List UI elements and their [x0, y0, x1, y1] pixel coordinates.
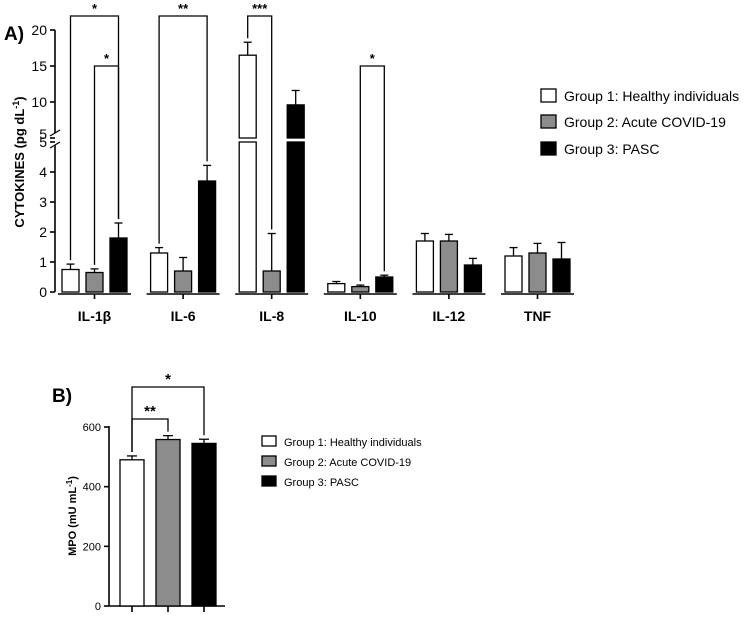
panel-a-significance-bracket-3: [158, 15, 208, 244]
panel-b-significance-bracket-2: [131, 386, 205, 452]
panel-a-bar-il-6-group-1: [149, 252, 169, 293]
panel-b-y-tick-label: 200: [83, 541, 101, 553]
panel-b-label: B): [52, 386, 72, 407]
panel-a-bar-il-8-group-3-lower: [286, 141, 305, 293]
panel-a-y-tick-label: 4: [39, 164, 47, 180]
panel-a-significance-bracket-2: [93, 65, 120, 265]
panel-a-bar-il-12-group-2: [439, 240, 459, 293]
panel-a-bar-il-12-group-1: [415, 240, 435, 293]
panel-a-category-label-il-10: IL-10: [344, 308, 377, 324]
panel-a-y-tick-label: 15: [31, 58, 47, 74]
legend-b-label-group-3: Group 3: PASC: [284, 477, 359, 489]
panel-a-category-label-il-6: IL-6: [171, 308, 196, 324]
legend-a-label-group-2: Group 2: Acute COVID-19: [564, 114, 726, 130]
panel-a-bar-il-8-group-1-lower: [238, 141, 257, 293]
panel-a-y-tick-label: 20: [31, 22, 47, 38]
panel-b-y-tick-label: 600: [83, 422, 101, 434]
panel-a-bar-tnf-group-2: [528, 252, 547, 293]
panel-a-significance-label-5: *: [370, 51, 376, 66]
panel-a-legend: Group 1: Healthy individuals Group 2: Ac…: [540, 88, 739, 157]
panel-a-bar-il-8-group-2: [262, 270, 281, 293]
panel-a-bar-tnf-group-3: [552, 258, 571, 293]
legend-b-swatch-group-2: [261, 455, 277, 467]
legend-a-label-group-1: Group 1: Healthy individuals: [564, 88, 739, 104]
panel-a-bar-il-12-group-3: [463, 264, 483, 293]
panel-a-bar-il-10-group-1: [327, 282, 346, 293]
panel-a-bar-il-6-group-3: [197, 180, 217, 293]
panel-b-legend: Group 1: Healthy individuals Group 2: Ac…: [261, 435, 422, 489]
panel-b-bar-group-3: [191, 442, 217, 607]
panel-a-category-label-il-12: IL-12: [433, 308, 466, 324]
legend-b-label-group-1: Group 1: Healthy individuals: [284, 437, 422, 449]
panel-a-category-label-tnf: TNF: [524, 308, 552, 324]
panel-a-label: A): [4, 24, 24, 45]
panel-a-axis-break-mark-lower: [49, 141, 61, 149]
panel-a-bar-il-1-group-1: [61, 268, 80, 293]
panel-a-y-tick-label: 10: [31, 94, 47, 110]
legend-a-swatch-group-1: [540, 88, 557, 103]
panel-a-y-tick-label: 5: [39, 134, 47, 150]
panel-a-significance-bracket-5: [359, 65, 385, 282]
panel-a-category-label-il-1: IL-1β: [78, 308, 112, 324]
panel-a-significance-label-1: *: [92, 1, 98, 16]
legend-a-swatch-group-2: [540, 114, 557, 129]
legend-b-swatch-group-3: [261, 475, 277, 487]
legend-a-label-group-3: Group 3: PASC: [564, 141, 659, 157]
panel-a-y-tick-label: 3: [39, 194, 47, 210]
panel-a-y-tick-label: 2: [39, 224, 47, 240]
panel-a-significance-label-3: **: [178, 1, 189, 16]
panel-a-significance-label-2: *: [104, 51, 110, 66]
legend-a-swatch-group-3: [540, 141, 557, 156]
panel-a-bar-il-1-group-3: [109, 237, 128, 293]
panel-a-axis-break-mark-upper: [49, 129, 61, 137]
panel-a-significance-label-4: ***: [252, 1, 268, 16]
panel-a-bar-il-1-group-2: [85, 271, 104, 293]
panel-a-bar-il-10-group-3: [375, 276, 394, 293]
panel-a-bar-il-6-group-2: [173, 270, 193, 293]
panel-a-y-tick-label: 5: [39, 126, 47, 142]
panel-b-significance-label-1: **: [144, 403, 156, 420]
panel-b-bar-group-2: [155, 438, 181, 607]
legend-b-swatch-group-1: [261, 435, 277, 447]
panel-b-bar-group-1: [119, 459, 145, 607]
panel-a-y-tick-label: 1: [39, 254, 47, 270]
panel-a-y-axis-title: CYTOKINES (pg dL-1): [11, 96, 27, 227]
panel-a-bar-tnf-group-1: [504, 255, 523, 293]
panel-b-y-axis-title: MPO (mU mL-1): [65, 476, 79, 556]
legend-b-label-group-2: Group 2: Acute COVID-19: [284, 457, 411, 469]
panel-a-bar-il-8-group-1: [238, 54, 257, 139]
panel-a-y-tick-label: 0: [39, 284, 47, 300]
panel-b-y-tick-label: 0: [95, 601, 101, 613]
panel-a-significance-bracket-4: [247, 15, 273, 230]
panel-a-bar-il-8-group-3: [286, 104, 305, 139]
panel-b-significance-label-2: *: [165, 371, 171, 388]
panel-a-category-label-il-8: IL-8: [259, 308, 284, 324]
panel-a-bar-il-10-group-2: [351, 285, 370, 293]
panel-b-y-tick-label: 400: [83, 482, 101, 494]
